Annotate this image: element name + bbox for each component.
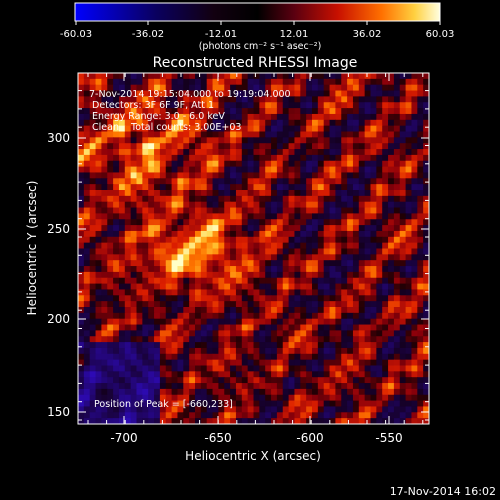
y-tick-label: 300 <box>47 131 70 145</box>
image-title: Reconstructed RHESSI Image <box>153 55 358 71</box>
x-tick-label: -550 <box>375 431 402 445</box>
reconstructed-image-heatmap <box>78 73 429 424</box>
colorbar-tick-label: 36.02 <box>353 29 382 40</box>
colorbar-unit-label: (photons cm⁻² s⁻¹ asec⁻²) <box>199 41 322 52</box>
colorbar-tick-label: -12.01 <box>205 29 237 40</box>
plot-axes: -700 -650 -600 -550 150 200 250 300 Heli… <box>25 72 430 463</box>
peak-position-annotation: Position of Peak = [-660,233] <box>94 399 233 410</box>
colorbar-gradient <box>74 2 441 22</box>
colorbar: -60.03 -36.02 -12.01 12.01 36.02 60.03 (… <box>60 2 455 52</box>
colorbar-tick-label: 12.01 <box>280 29 309 40</box>
y-tick-label: 250 <box>47 222 70 236</box>
detectors-annotation: Detectors: 3F 6F 9F, Att 1 <box>92 100 214 111</box>
colorbar-tick-label: 60.03 <box>426 29 455 40</box>
y-tick-label: 200 <box>47 312 70 326</box>
colorbar-tick-label: -60.03 <box>60 29 92 40</box>
plot-frame <box>77 72 430 425</box>
x-axis-label: Heliocentric X (arcsec) <box>185 449 321 463</box>
x-tick-label: -650 <box>204 431 231 445</box>
time-range-annotation: 7-Nov-2014 19:15:04.000 to 19:19:04.000 <box>89 89 291 100</box>
x-tick-label: -700 <box>110 431 137 445</box>
colorbar-tick-label: -36.02 <box>132 29 164 40</box>
clean-annotation: Clean Total counts: 3.00E+03 <box>92 122 241 133</box>
image-annotations: 7-Nov-2014 19:15:04.000 to 19:19:04.000 … <box>89 89 291 410</box>
axis-tick-marks <box>78 73 429 424</box>
y-tick-label: 150 <box>47 405 70 419</box>
x-tick-label: -600 <box>296 431 323 445</box>
y-axis-label: Heliocentric Y (arcsec) <box>25 181 39 316</box>
energy-range-annotation: Energy Range: 3.0 - 6.0 keV <box>92 111 225 122</box>
footer-timestamp: 17-Nov-2014 16:02 <box>390 485 496 498</box>
colorbar-ticks <box>75 21 441 25</box>
